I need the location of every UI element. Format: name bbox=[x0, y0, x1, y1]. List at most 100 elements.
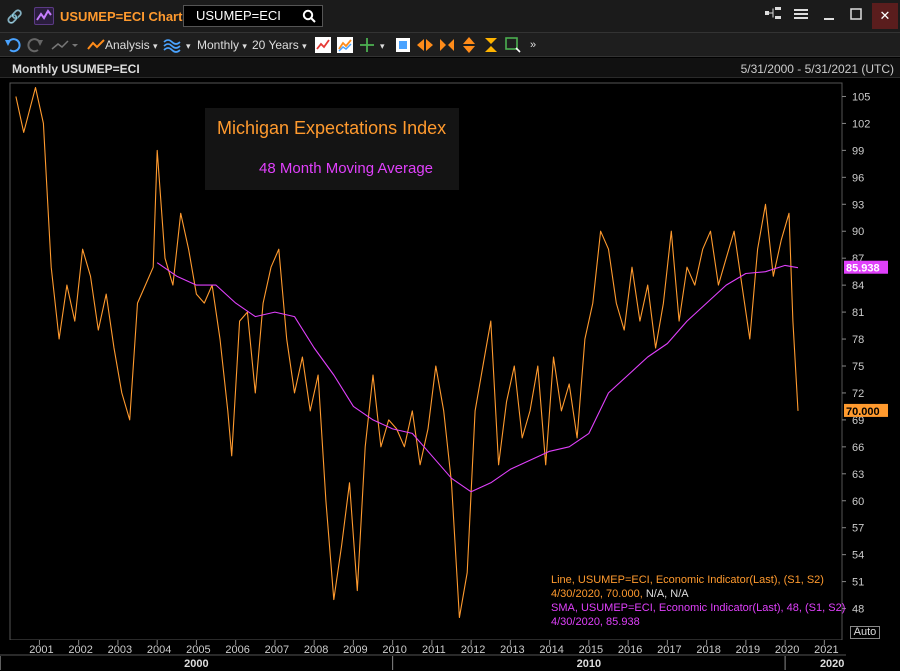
crosshair-icon[interactable] bbox=[358, 36, 376, 54]
select-region-icon[interactable] bbox=[504, 36, 522, 54]
y-tick-label: 75 bbox=[852, 361, 864, 373]
link-icon[interactable]: 🔗 bbox=[6, 9, 24, 24]
decade-label: 2020 bbox=[820, 658, 844, 670]
y-tick-label: 105 bbox=[852, 91, 870, 103]
fit-vertical-icon[interactable] bbox=[482, 36, 500, 54]
x-tick-label: 2016 bbox=[618, 644, 642, 656]
legend-series-sma: 48 Month Moving Average bbox=[259, 160, 434, 177]
sma-last-value-bg bbox=[844, 260, 888, 274]
x-tick-label: 2007 bbox=[265, 644, 289, 656]
area-chart-icon[interactable] bbox=[336, 36, 354, 54]
y-tick-label: 99 bbox=[852, 145, 864, 157]
x-tick-label: 2013 bbox=[500, 644, 524, 656]
period-label: Monthly bbox=[197, 38, 240, 52]
x-tick-label: 2019 bbox=[736, 644, 760, 656]
x-tick-label: 2008 bbox=[304, 644, 328, 656]
y-tick-label: 57 bbox=[852, 523, 864, 535]
y-tick-label: 102 bbox=[852, 118, 870, 130]
sma-series-desc: SMA, USUMEP=ECI, Economic Indicator(Last… bbox=[551, 602, 846, 614]
x-tick-label: 2009 bbox=[343, 644, 367, 656]
chart-app-icon bbox=[34, 7, 54, 25]
date-range: 5/31/2000 - 5/31/2021 (UTC) bbox=[740, 62, 894, 76]
last-value-labels: 85.938 70.000 bbox=[844, 260, 888, 418]
y-tick-label: 66 bbox=[852, 442, 864, 454]
x-tick-label: 2020 bbox=[775, 644, 799, 656]
x-tick-label: 2014 bbox=[539, 644, 563, 656]
line-series-na: N/A, N/A bbox=[645, 588, 689, 600]
auto-scale-button[interactable]: Auto bbox=[850, 626, 880, 639]
x-tick-label: 2011 bbox=[422, 644, 446, 656]
y-tick-label: 48 bbox=[852, 604, 864, 616]
x-tick-label: 2021 bbox=[814, 644, 838, 656]
line-series-path bbox=[15, 86, 799, 619]
line-last-value-bg bbox=[844, 403, 888, 417]
y-tick-label: 51 bbox=[852, 577, 864, 589]
chevron-down-icon: ▾ bbox=[302, 41, 307, 51]
maximize-icon[interactable] bbox=[845, 6, 867, 26]
period-select[interactable]: Monthly ▾ bbox=[197, 36, 247, 54]
series-lines bbox=[15, 86, 799, 619]
y-tick-label: 54 bbox=[852, 550, 864, 562]
plot-frame bbox=[0, 82, 900, 671]
x-tick-label: 2006 bbox=[225, 644, 249, 656]
chevron-down-icon[interactable]: ▾ bbox=[380, 41, 385, 51]
more-chevron-icon[interactable]: » bbox=[530, 39, 537, 51]
hierarchy-icon[interactable] bbox=[762, 6, 784, 26]
line-series-desc: Line, USUMEP=ECI, Economic Indicator(Las… bbox=[551, 574, 824, 586]
search-icon[interactable] bbox=[302, 9, 316, 23]
line-last-value: 70.000 bbox=[846, 406, 880, 418]
line-style-icon[interactable] bbox=[50, 36, 80, 54]
x-tick-label: 2015 bbox=[579, 644, 603, 656]
fit-horizontal-icon[interactable] bbox=[438, 36, 456, 54]
y-tick-label: 60 bbox=[852, 496, 864, 508]
y-tick-label: 90 bbox=[852, 226, 864, 238]
y-tick-label: 78 bbox=[852, 334, 864, 346]
x-tick-label: 2018 bbox=[696, 644, 720, 656]
pan-up-down-icon[interactable] bbox=[460, 36, 478, 54]
line-series-date: 4/30/2020, 70.000, bbox=[551, 588, 646, 600]
range-label: 20 Years bbox=[252, 38, 299, 52]
x-tick-label: 2004 bbox=[147, 644, 171, 656]
ticker-search-value: USUMEP=ECI bbox=[196, 8, 281, 23]
chevron-down-icon[interactable]: ▾ bbox=[186, 41, 191, 51]
wave-icon[interactable] bbox=[162, 36, 182, 54]
close-icon[interactable]: ✕ bbox=[872, 3, 898, 29]
y-tick-label: 93 bbox=[852, 199, 864, 211]
line-chart[interactable]: 4851545760636669727578818487909396991021… bbox=[0, 78, 900, 671]
y-tick-label: 69 bbox=[852, 415, 864, 427]
y-tick-label: 84 bbox=[852, 280, 864, 292]
analysis-icon[interactable] bbox=[86, 36, 106, 54]
x-axis: 2001 2002 2003 2004 2005 2006 2007 2008 2009 2010… bbox=[0, 640, 844, 670]
line-series-values: 4/30/2020, 70.000, N/A, N/A bbox=[551, 588, 689, 600]
x-tick-label: 2012 bbox=[461, 644, 485, 656]
y-tick-label: 96 bbox=[852, 172, 864, 184]
sma-series-path bbox=[156, 262, 799, 493]
zoom-box-icon[interactable] bbox=[394, 36, 412, 54]
x-tick-label: 2005 bbox=[186, 644, 210, 656]
pan-left-right-icon[interactable] bbox=[416, 36, 434, 54]
window-title: USUMEP=ECI Chart bbox=[60, 9, 183, 24]
menu-icon[interactable] bbox=[790, 6, 812, 26]
y-tick-label: 63 bbox=[852, 469, 864, 481]
x-tick-label: 2003 bbox=[108, 644, 132, 656]
minimize-icon[interactable] bbox=[818, 6, 840, 26]
title-bar: 🔗 USUMEP=ECI Chart USUMEP=ECI ✕ bbox=[0, 0, 900, 33]
x-tick-label: 2010 bbox=[382, 644, 406, 656]
analysis-menu[interactable]: Analysis ▾ bbox=[105, 36, 158, 54]
legend-box bbox=[205, 108, 459, 190]
chart-toolbar: Analysis ▾ ▾ Monthly ▾ 20 Years ▾ ▾ » bbox=[0, 33, 900, 57]
line-chart-icon[interactable] bbox=[314, 36, 332, 54]
x-tick-label: 2002 bbox=[68, 644, 92, 656]
chevron-down-icon: ▾ bbox=[242, 41, 247, 51]
y-tick-label: 81 bbox=[852, 307, 864, 319]
chevron-down-icon: ▾ bbox=[153, 41, 158, 51]
y-axis: 4851545760636669727578818487909396991021… bbox=[842, 91, 870, 616]
ticker-search-input[interactable]: USUMEP=ECI bbox=[183, 5, 323, 27]
sma-series-values: 4/30/2020, 85.938 bbox=[551, 616, 640, 628]
chart-title: Monthly USUMEP=ECI bbox=[12, 62, 140, 76]
decade-label: 2010 bbox=[577, 658, 601, 670]
redo-icon[interactable] bbox=[26, 36, 44, 54]
range-select[interactable]: 20 Years ▾ bbox=[252, 36, 307, 54]
legend-series-line: Michigan Expectations Index bbox=[217, 118, 447, 138]
undo-icon[interactable] bbox=[4, 36, 22, 54]
